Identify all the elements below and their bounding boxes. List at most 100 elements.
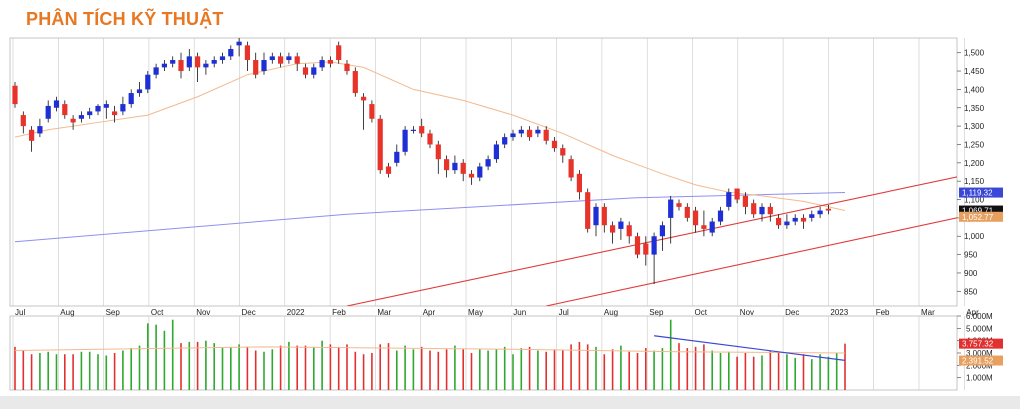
candle-up: [452, 162, 458, 171]
candle-down: [278, 56, 284, 64]
candle-down: [751, 203, 757, 215]
x-tick-label: 2022: [287, 308, 305, 317]
candle-up: [792, 217, 798, 222]
candle-up: [535, 129, 541, 134]
candle-up: [485, 159, 491, 167]
candle-down: [643, 243, 649, 255]
candle-down: [800, 217, 807, 222]
price-ytick-label: 1,400: [964, 85, 985, 94]
price-ytick-label: 1,250: [964, 140, 985, 149]
volume-ytick-label: 6.000M: [966, 312, 993, 321]
moving-average-line: [14, 61, 846, 212]
candle-up: [78, 115, 84, 119]
candle-down: [327, 60, 333, 64]
x-tick-label: Jul: [15, 308, 25, 317]
candle-down: [369, 104, 375, 119]
volume-trend-line: [654, 335, 846, 361]
candle-up: [518, 129, 524, 134]
candle-up: [261, 60, 267, 72]
candle-up: [717, 210, 724, 222]
price-ytick-label: 1,000: [964, 232, 985, 241]
candle-up: [161, 63, 167, 68]
candle-up: [269, 56, 275, 61]
candle-down: [776, 217, 782, 226]
candle-down: [585, 192, 591, 229]
price-ytick-label: 1,300: [964, 122, 985, 131]
candle-down: [601, 206, 607, 226]
x-tick-label: 2023: [830, 308, 848, 317]
x-tick-label: Mar: [377, 308, 391, 317]
candle-down: [610, 225, 616, 233]
price-ytick-label: 1,350: [964, 104, 985, 113]
candle-up: [236, 41, 242, 46]
candle-up: [45, 105, 51, 119]
candle-up: [651, 236, 657, 255]
price-ytick-label: 1,150: [964, 177, 985, 186]
candle-down: [742, 195, 748, 207]
candle-up: [228, 49, 234, 57]
candle-down: [560, 148, 566, 156]
x-tick-label: Oct: [695, 308, 708, 317]
price-ytick-label: 900: [964, 269, 978, 278]
candle-up: [618, 221, 624, 229]
candle-up: [319, 60, 325, 68]
x-tick-label: Dec: [242, 308, 256, 317]
candle-down: [178, 60, 184, 72]
candle-down: [377, 118, 383, 171]
page-title: PHÂN TÍCH KỸ THUẬT: [26, 9, 224, 29]
candle-down: [361, 96, 367, 101]
candle-down: [12, 85, 18, 105]
candle-down: [767, 206, 773, 215]
x-tick-label: May: [468, 308, 483, 317]
x-tick-label: Nov: [740, 308, 754, 317]
candle-up: [809, 214, 815, 218]
x-tick-label: Nov: [196, 308, 210, 317]
price-ytick-label: 850: [964, 287, 978, 296]
candle-up: [659, 225, 665, 237]
candle-down: [468, 173, 475, 178]
price-tag-bg: [959, 187, 1003, 198]
candle-down: [527, 129, 533, 138]
volume-tag-label: 2.391.52: [962, 357, 994, 366]
candle-up: [203, 63, 209, 68]
volume-tag-bg: [959, 355, 1003, 366]
volume-ytick-label: 3.000M: [966, 349, 993, 358]
x-tick-label: Jun: [513, 308, 526, 317]
x-tick-label: Oct: [151, 308, 164, 317]
footer-band: [0, 396, 1020, 409]
candle-down: [62, 104, 68, 116]
candle-up: [211, 60, 217, 64]
candle-down: [112, 111, 118, 116]
volume-ytick-label: 5.000M: [966, 324, 993, 333]
candle-down: [444, 159, 450, 171]
candle-up: [186, 56, 192, 68]
candle-up: [402, 129, 408, 152]
candle-up: [103, 104, 109, 108]
price-ytick-label: 1,500: [964, 49, 985, 58]
price-ytick-label: 1,200: [964, 159, 985, 168]
x-tick-label: Feb: [332, 308, 346, 317]
candle-down: [385, 166, 392, 174]
candle-down: [419, 126, 425, 134]
x-tick-label: Sep: [649, 308, 664, 317]
volume-tag-bg: [959, 338, 1003, 349]
x-tick-label: Apr: [423, 308, 436, 317]
candle-down: [568, 159, 574, 178]
candle-down: [352, 71, 358, 94]
price-tag-bg: [959, 211, 1003, 222]
price-panel: [9, 37, 958, 307]
price-tag-label: 1,052.77: [962, 213, 994, 222]
candle-up: [477, 166, 483, 178]
candle-down: [634, 236, 641, 255]
candle-up: [37, 126, 43, 134]
x-tick-label: Aug: [604, 308, 618, 317]
candle-up: [153, 67, 159, 75]
candle-down: [684, 206, 690, 218]
long-moving-average-line: [14, 192, 846, 243]
x-tick-label: Mar: [921, 308, 935, 317]
volume-moving-average-line: [14, 346, 846, 354]
volume-ytick-label: 1.000M: [966, 374, 993, 383]
candle-down: [543, 129, 549, 141]
candle-down: [427, 133, 433, 145]
